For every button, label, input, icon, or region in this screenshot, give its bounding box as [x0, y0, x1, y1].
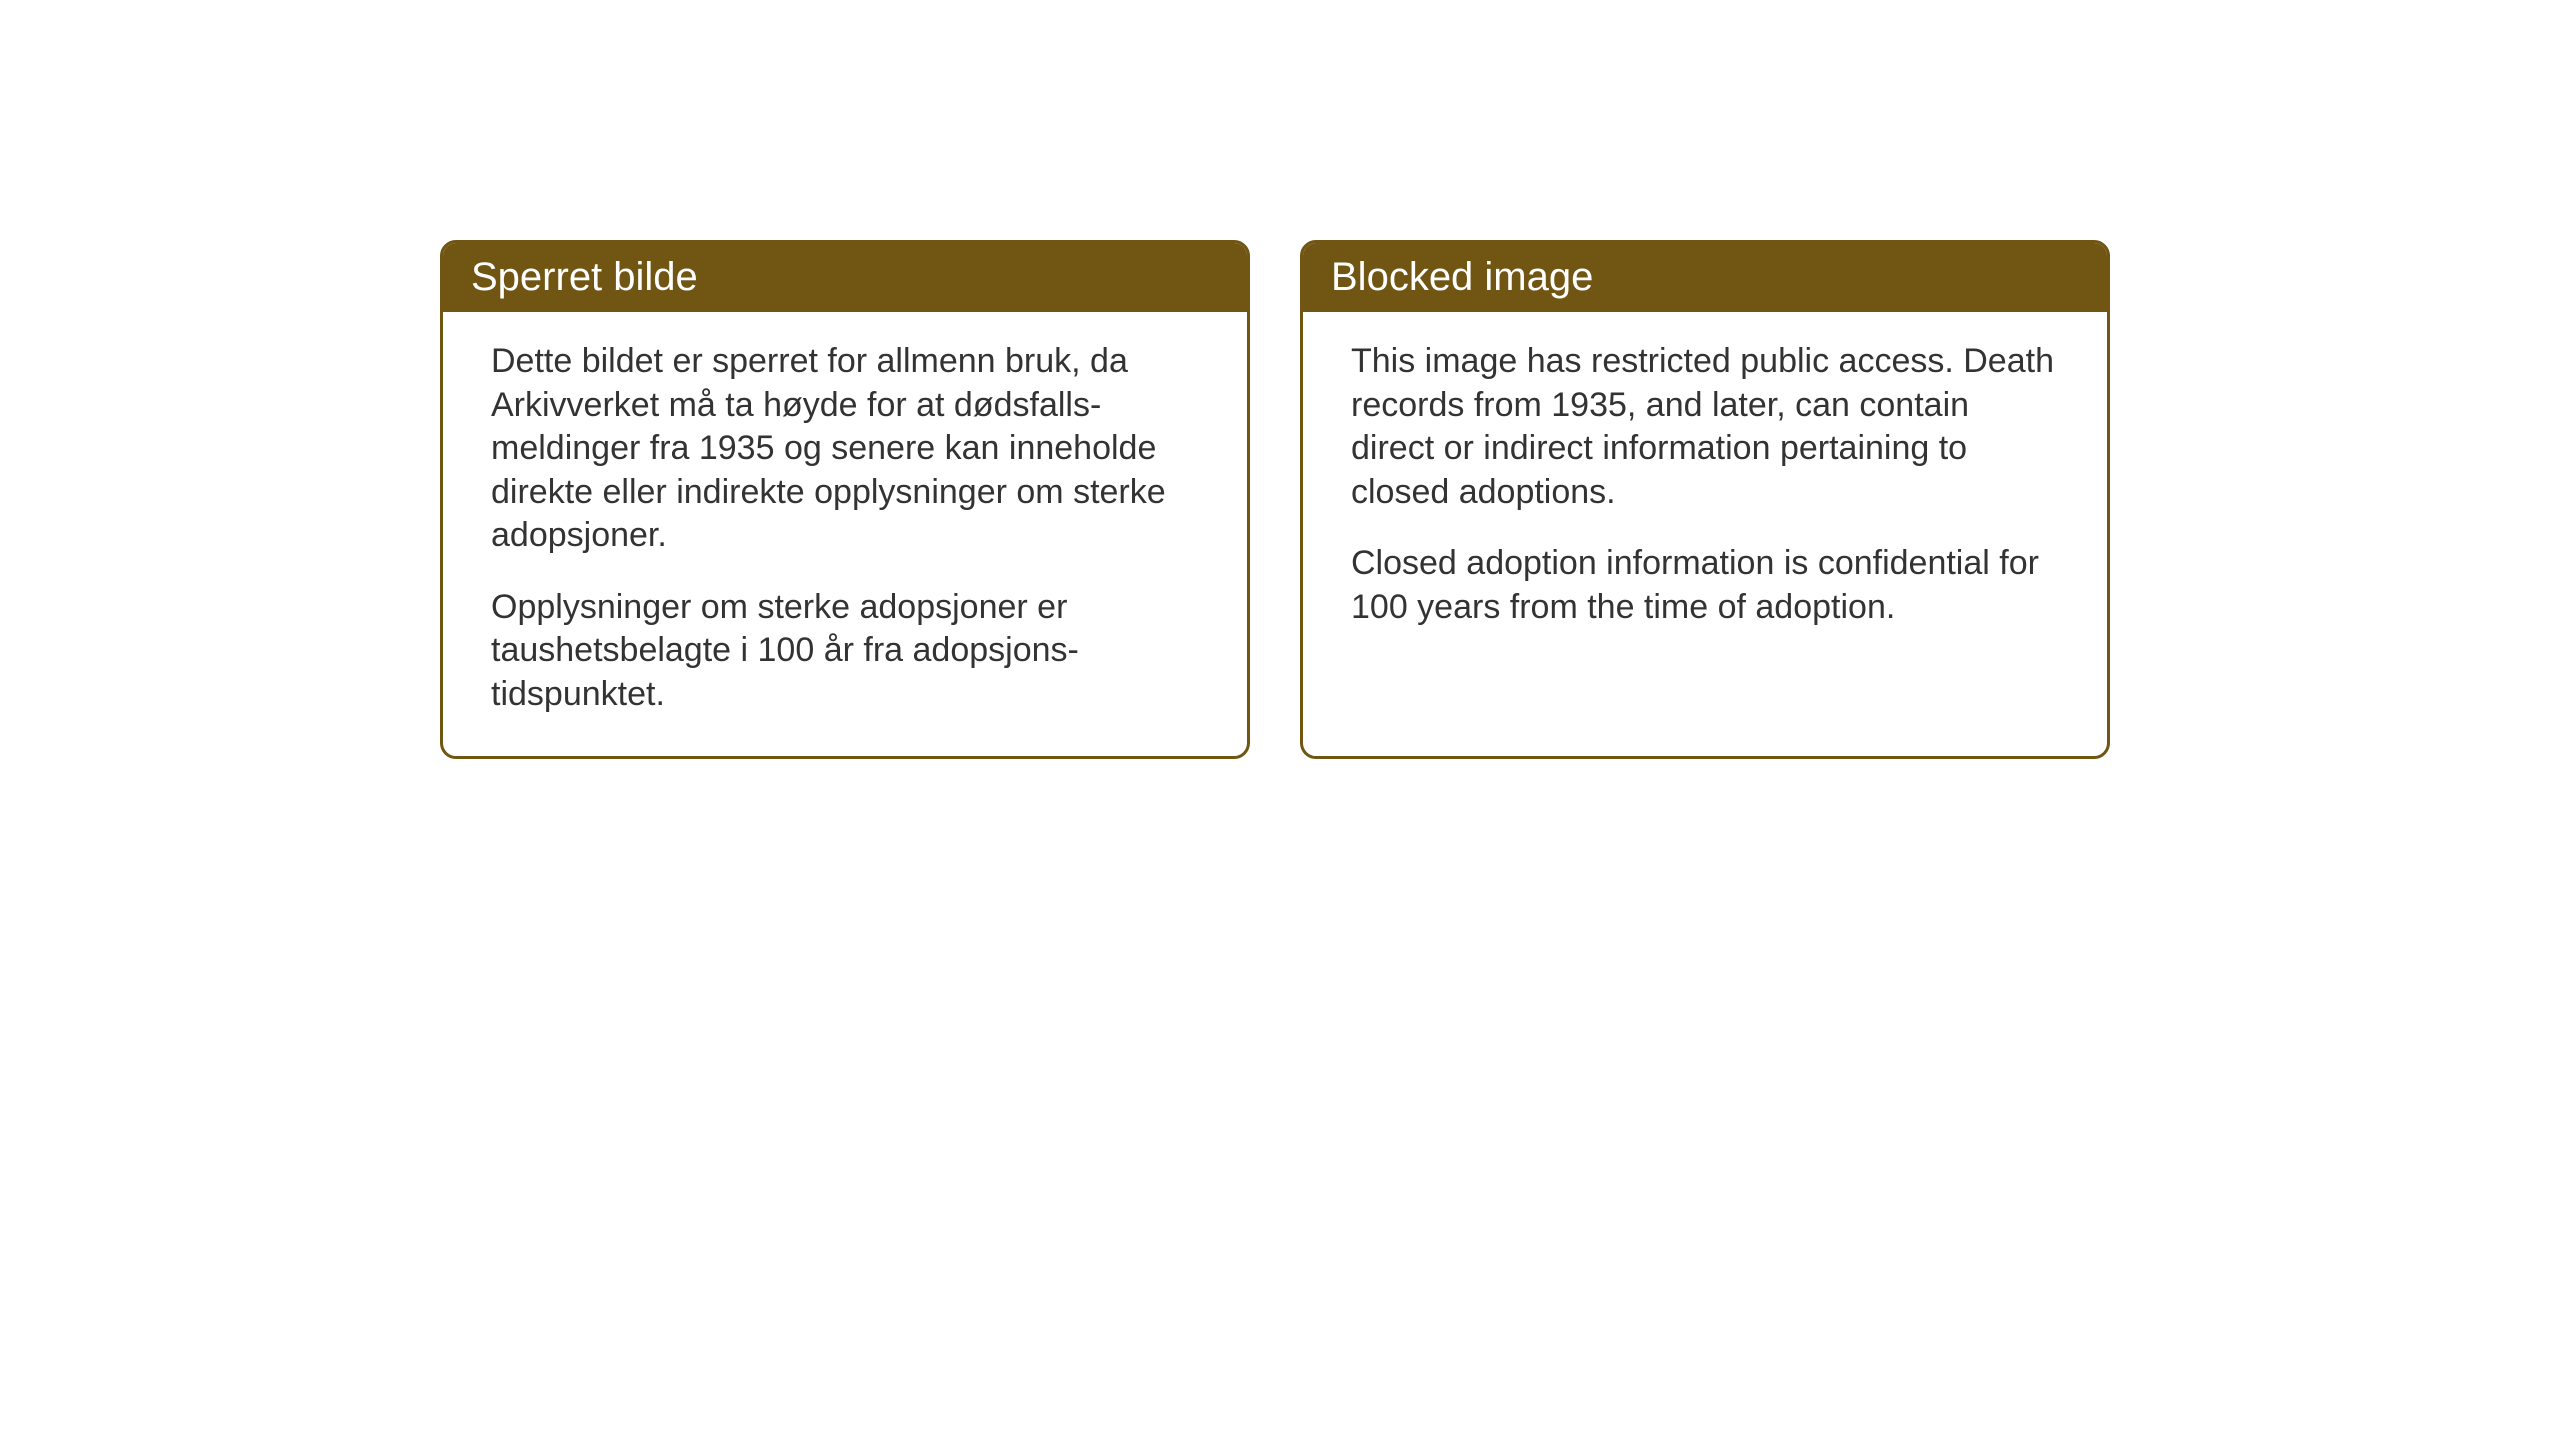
- english-paragraph-1: This image has restricted public access.…: [1351, 340, 2059, 514]
- english-card-title: Blocked image: [1331, 255, 1593, 299]
- norwegian-card-header: Sperret bilde: [443, 243, 1247, 312]
- english-card-body: This image has restricted public access.…: [1303, 312, 2107, 669]
- norwegian-notice-card: Sperret bilde Dette bildet er sperret fo…: [440, 240, 1250, 759]
- english-paragraph-2: Closed adoption information is confident…: [1351, 542, 2059, 629]
- norwegian-paragraph-2: Opplysninger om sterke adopsjoner er tau…: [491, 586, 1199, 717]
- english-notice-card: Blocked image This image has restricted …: [1300, 240, 2110, 759]
- english-card-header: Blocked image: [1303, 243, 2107, 312]
- norwegian-card-title: Sperret bilde: [471, 255, 698, 299]
- norwegian-card-body: Dette bildet er sperret for allmenn bruk…: [443, 312, 1247, 756]
- norwegian-paragraph-1: Dette bildet er sperret for allmenn bruk…: [491, 340, 1199, 558]
- notice-cards-container: Sperret bilde Dette bildet er sperret fo…: [440, 240, 2110, 759]
